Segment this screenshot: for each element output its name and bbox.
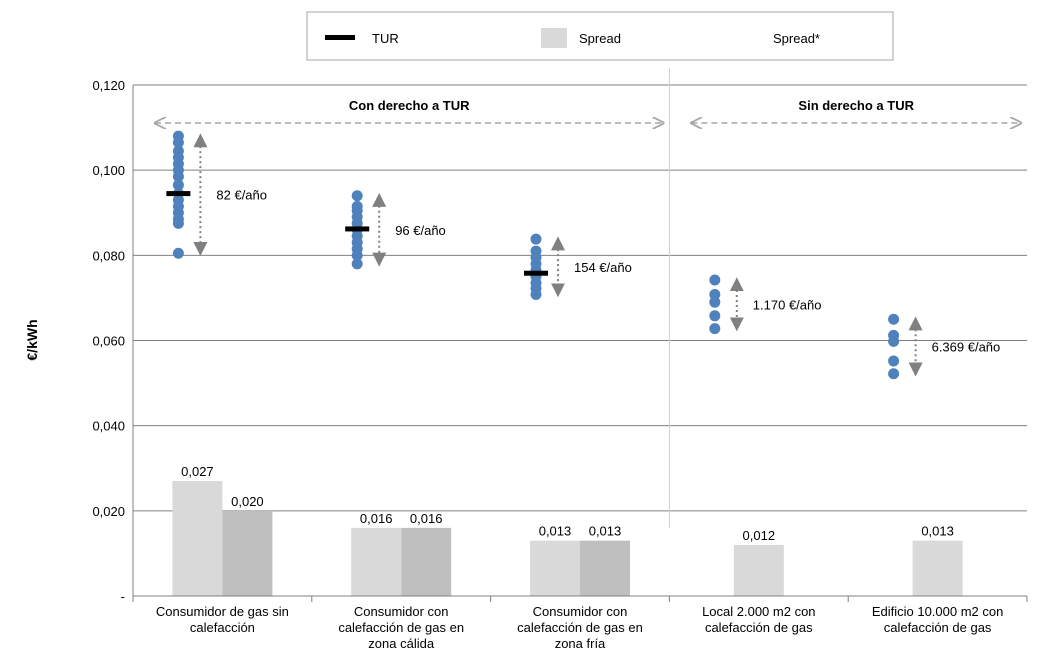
legend-tur-swatch: [325, 35, 355, 40]
offer-point: [709, 274, 721, 286]
offer-point: [709, 296, 721, 308]
category-label: calefacción de gas: [705, 620, 813, 635]
category-label: calefacción: [190, 620, 255, 635]
offer-point: [172, 171, 184, 183]
tur-marker: [166, 191, 191, 197]
legend-box: [306, 11, 894, 61]
offer-point: [172, 136, 184, 148]
y-tick-label: 0,080: [92, 248, 125, 263]
offer-point: [888, 313, 900, 325]
category-label: zona cálida: [368, 636, 435, 651]
category-label: zona fría: [555, 636, 606, 651]
overlays: 82 €/año 96 €/año 154 €/año 1.170 €/año 6.36…: [155, 98, 1021, 377]
category-label: Edificio 10.000 m2 con: [872, 604, 1004, 619]
offer-point: [351, 190, 363, 202]
spread-bar: [351, 527, 402, 596]
legend-spread-swatch: [541, 28, 567, 48]
spread-bar: [172, 481, 223, 596]
axes: - 0,020 0,040 0,060 0,080 0,100 0,120 Consumido…: [92, 78, 1028, 651]
offer-point: [172, 217, 184, 229]
tur-marker: [524, 270, 548, 276]
spread-value-label: 0,016: [360, 511, 393, 526]
section-label: Con derecho a TUR: [349, 98, 470, 113]
range-label: 1.170 €/año: [753, 297, 822, 312]
offer-point: [172, 179, 184, 191]
spread-star-bar: [580, 540, 630, 596]
tur-marker: [345, 226, 370, 232]
section-label: Sin derecho a TUR: [798, 98, 914, 113]
legend-spread-star-label: Spread*: [773, 31, 820, 46]
spread-bar: [733, 544, 784, 596]
category-label: Consumidor de gas sin: [156, 604, 289, 619]
offer-point: [530, 233, 542, 245]
y-tick-label: 0,100: [92, 163, 125, 178]
y-tick-label: 0,060: [92, 334, 125, 349]
range-label: 96 €/año: [395, 223, 446, 238]
spread-star-value-label: 0,013: [589, 524, 622, 539]
range-label: 6.369 €/año: [932, 339, 1001, 354]
y-tick-label: 0,120: [92, 78, 125, 93]
offer-point: [888, 335, 900, 347]
category-label: Local 2.000 m2 con: [702, 604, 815, 619]
offer-point: [888, 355, 900, 367]
range-label: 154 €/año: [574, 260, 632, 275]
y-tick-label: -: [121, 589, 125, 604]
y-tick-label: 0,040: [92, 419, 125, 434]
offer-point: [709, 323, 721, 335]
offer-points: [172, 130, 900, 380]
offer-point: [351, 249, 363, 261]
offer-point: [172, 247, 184, 259]
legend: TUR Spread Spread*: [306, 11, 894, 61]
spread-bar: [912, 540, 963, 596]
range-label: 82 €/año: [216, 188, 267, 203]
spread-star-bar: [401, 527, 452, 596]
spread-value-label: 0,013: [921, 524, 954, 539]
spread-bar: [530, 540, 580, 596]
offer-point: [351, 258, 363, 270]
bars: 0,027 0,020 0,016 0,016 0,013 0,013 0,012 0,013: [172, 464, 963, 596]
offer-point: [709, 310, 721, 322]
spread-value-label: 0,013: [539, 524, 572, 539]
legend-tur-label: TUR: [372, 31, 399, 46]
y-axis-label: €/kWh: [24, 319, 40, 360]
category-label: calefacción de gas en: [338, 620, 464, 635]
y-tick-label: 0,020: [92, 504, 125, 519]
category-label: calefacción de gas: [884, 620, 992, 635]
spread-star-value-label: 0,020: [231, 494, 264, 509]
offer-point: [888, 368, 900, 380]
category-label: Consumidor con: [354, 604, 449, 619]
spread-value-label: 0,012: [743, 528, 776, 543]
offer-point: [530, 289, 542, 301]
legend-spread-label: Spread: [579, 31, 621, 46]
spread-star-bar: [222, 510, 273, 596]
category-label: Consumidor con: [533, 604, 628, 619]
spread-value-label: 0,027: [181, 464, 214, 479]
category-label: calefacción de gas en: [517, 620, 643, 635]
spread-star-value-label: 0,016: [410, 511, 443, 526]
gridlines: [133, 84, 1027, 512]
offer-point: [709, 289, 721, 301]
